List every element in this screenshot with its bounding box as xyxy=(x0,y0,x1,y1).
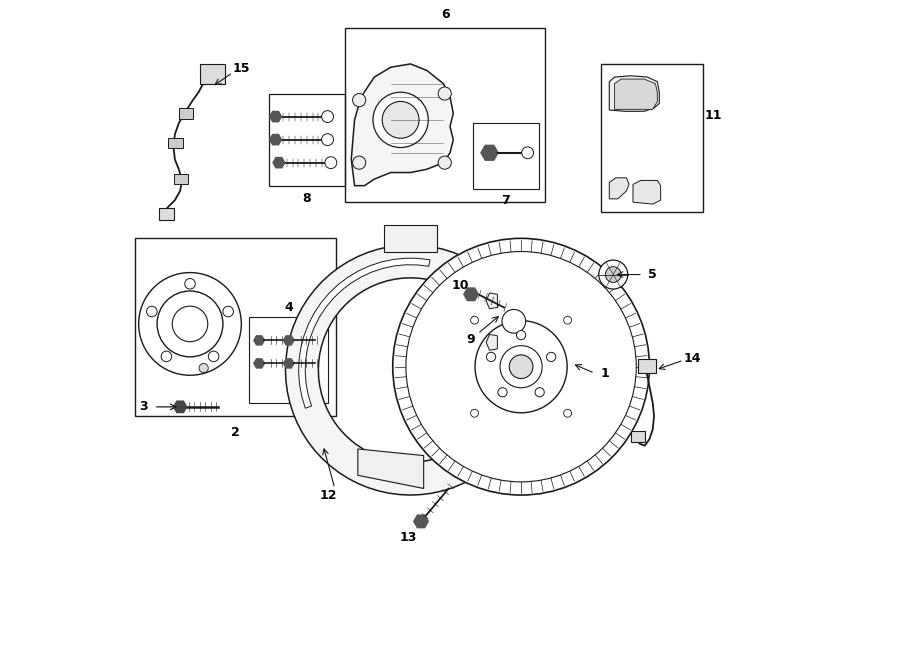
Text: 6: 6 xyxy=(441,8,449,21)
Polygon shape xyxy=(270,112,282,122)
Bar xyxy=(473,123,539,189)
Circle shape xyxy=(208,351,219,362)
Circle shape xyxy=(500,346,542,388)
Bar xyxy=(159,208,174,220)
Circle shape xyxy=(321,134,334,145)
Circle shape xyxy=(509,355,533,379)
Text: 10: 10 xyxy=(451,279,469,292)
Polygon shape xyxy=(270,134,282,145)
Circle shape xyxy=(172,306,208,342)
Circle shape xyxy=(498,387,507,397)
Polygon shape xyxy=(486,286,541,357)
Polygon shape xyxy=(351,64,454,186)
Circle shape xyxy=(184,278,195,289)
Polygon shape xyxy=(358,449,424,488)
Polygon shape xyxy=(609,178,629,199)
Circle shape xyxy=(223,306,233,317)
Polygon shape xyxy=(384,225,436,252)
Bar xyxy=(135,239,336,416)
Text: 3: 3 xyxy=(140,401,148,413)
Polygon shape xyxy=(254,359,265,368)
Polygon shape xyxy=(633,180,661,204)
Bar xyxy=(168,137,183,148)
Text: 8: 8 xyxy=(302,192,311,206)
Circle shape xyxy=(353,94,365,106)
Text: 5: 5 xyxy=(648,268,657,281)
Text: 7: 7 xyxy=(501,194,510,208)
Polygon shape xyxy=(273,157,284,168)
Bar xyxy=(174,174,188,184)
Circle shape xyxy=(373,93,428,147)
Circle shape xyxy=(199,364,208,373)
Polygon shape xyxy=(284,359,294,368)
Circle shape xyxy=(325,157,337,169)
Circle shape xyxy=(486,352,496,362)
Text: 13: 13 xyxy=(400,531,417,545)
Bar xyxy=(345,28,545,202)
Text: 11: 11 xyxy=(705,109,722,122)
Text: 1: 1 xyxy=(600,367,609,380)
Circle shape xyxy=(392,239,650,495)
Circle shape xyxy=(438,87,451,100)
Circle shape xyxy=(546,352,555,362)
Circle shape xyxy=(139,272,241,375)
Bar xyxy=(249,317,328,403)
Polygon shape xyxy=(254,336,265,345)
Text: 12: 12 xyxy=(320,488,337,502)
Circle shape xyxy=(158,291,223,357)
Text: 2: 2 xyxy=(231,426,240,439)
Circle shape xyxy=(606,266,621,282)
Circle shape xyxy=(321,110,334,122)
Polygon shape xyxy=(174,401,186,412)
Circle shape xyxy=(502,309,526,333)
Polygon shape xyxy=(486,334,498,350)
Circle shape xyxy=(517,330,526,340)
Circle shape xyxy=(471,316,479,324)
Circle shape xyxy=(147,306,158,317)
Circle shape xyxy=(522,147,534,159)
Circle shape xyxy=(536,387,544,397)
Circle shape xyxy=(438,156,451,169)
Text: 9: 9 xyxy=(467,332,475,346)
Polygon shape xyxy=(615,79,657,109)
Circle shape xyxy=(475,321,567,412)
Polygon shape xyxy=(299,258,430,408)
Circle shape xyxy=(353,156,365,169)
Bar xyxy=(637,359,656,373)
Text: 14: 14 xyxy=(683,352,701,365)
Polygon shape xyxy=(414,515,428,527)
Circle shape xyxy=(598,260,627,289)
Text: 15: 15 xyxy=(232,62,250,75)
Polygon shape xyxy=(609,76,660,111)
Circle shape xyxy=(161,351,172,362)
Bar xyxy=(179,108,194,118)
Polygon shape xyxy=(464,288,478,301)
Circle shape xyxy=(406,252,636,482)
Polygon shape xyxy=(486,293,498,309)
Polygon shape xyxy=(284,336,294,345)
Polygon shape xyxy=(285,245,518,495)
Polygon shape xyxy=(481,145,498,160)
Bar xyxy=(631,430,645,442)
Bar xyxy=(601,64,704,212)
Circle shape xyxy=(382,101,419,138)
Bar xyxy=(200,64,225,84)
Circle shape xyxy=(563,316,572,324)
Circle shape xyxy=(471,409,479,417)
Bar xyxy=(269,94,345,186)
Text: 4: 4 xyxy=(284,301,293,314)
Circle shape xyxy=(563,409,572,417)
